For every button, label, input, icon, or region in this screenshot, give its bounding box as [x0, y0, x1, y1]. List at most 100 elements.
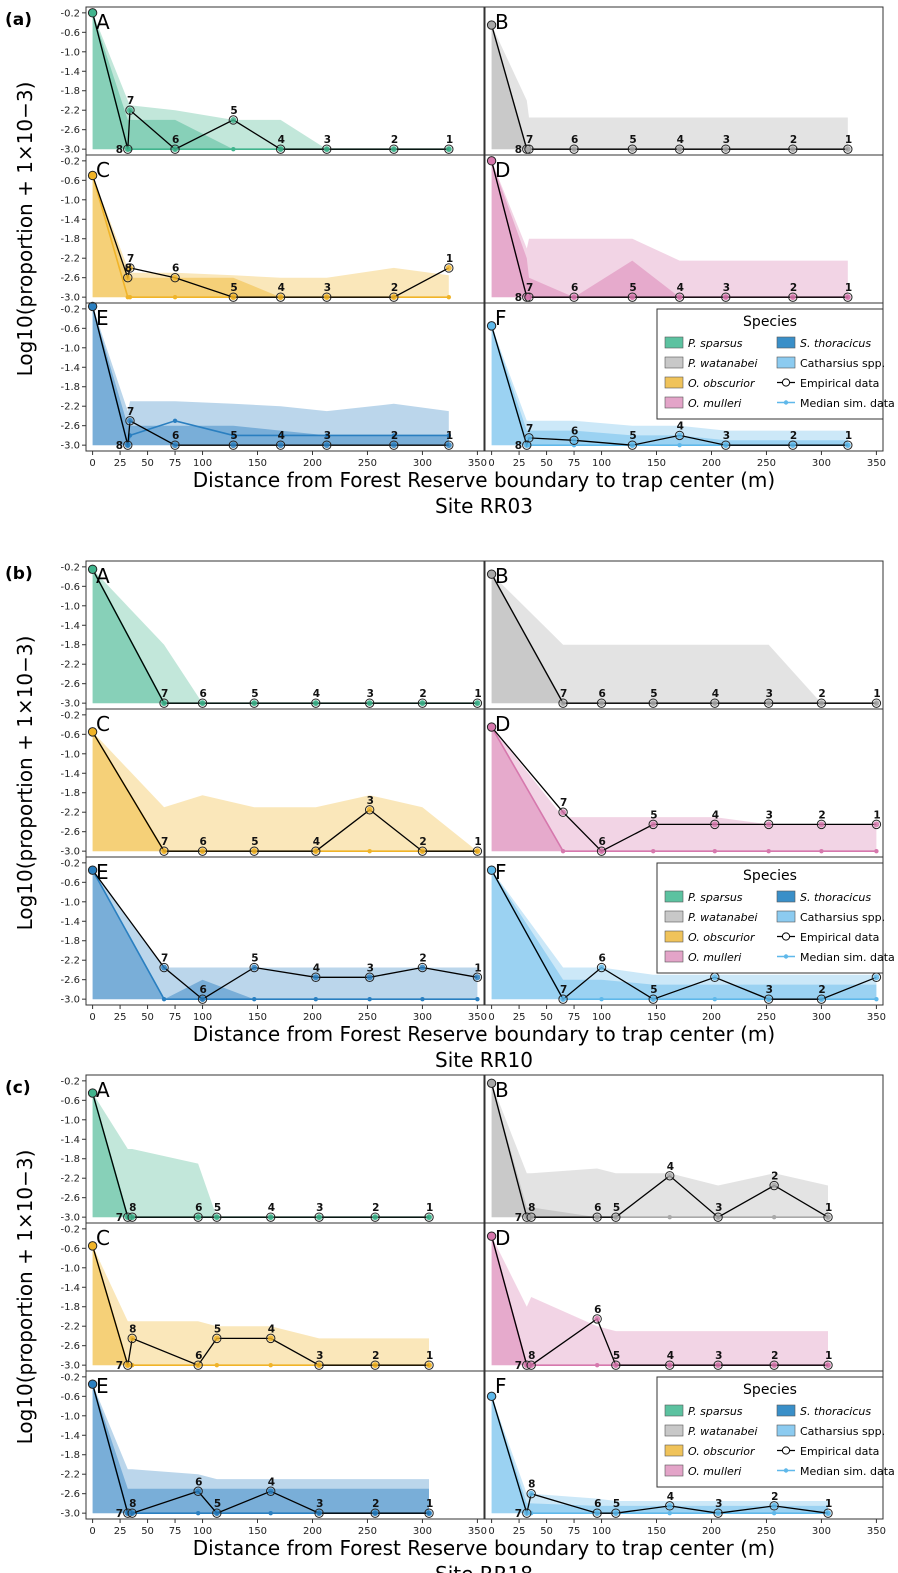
- trap-label: 6: [599, 953, 606, 965]
- y-tick-label: -1.8: [60, 640, 80, 651]
- trap-label: 1: [845, 430, 852, 442]
- empirical-point: [444, 144, 454, 154]
- empirical-point-fill: [560, 996, 567, 1003]
- empirical-point: [228, 440, 239, 450]
- sim-range-outer-band: [491, 727, 877, 852]
- empirical-point-fill: [560, 809, 567, 816]
- empirical-point: [322, 292, 332, 302]
- legend-label: O. obscurior: [688, 931, 756, 944]
- empirical-point: [212, 1333, 222, 1344]
- trap-label: 1: [825, 1202, 832, 1214]
- trap-label: 6: [599, 836, 606, 848]
- empirical-point-fill: [629, 442, 636, 449]
- x-tick-label: 0: [488, 1526, 494, 1537]
- empirical-point-fill: [172, 442, 179, 449]
- legend-marker: [783, 1468, 789, 1473]
- empirical-point: [674, 430, 685, 441]
- trap-label: 3: [723, 430, 730, 442]
- subplot-letter: F: [495, 860, 507, 884]
- trap-label: 7: [161, 836, 168, 848]
- subplot-letter: F: [495, 306, 507, 330]
- trap-label: 3: [766, 688, 773, 700]
- median-sim-point: [475, 996, 480, 1002]
- y-tick-label: -1.4: [60, 1431, 80, 1442]
- legend-marker: [783, 954, 789, 959]
- empirical-point-fill: [825, 1510, 832, 1517]
- median-sim-point: [874, 996, 879, 1002]
- trap-label: 6: [200, 836, 207, 848]
- empirical-point-fill: [199, 700, 206, 707]
- empirical-point-fill: [488, 724, 495, 731]
- empirical-point: [522, 440, 532, 450]
- legend-label: P. sparsus: [688, 337, 743, 350]
- trap-label: 6: [599, 688, 606, 700]
- empirical-point: [569, 435, 579, 445]
- empirical-point: [592, 1508, 602, 1518]
- trap-label: 3: [766, 809, 773, 821]
- y-tick-label: -0.2: [60, 304, 80, 315]
- trap-label: 2: [790, 282, 797, 294]
- empirical-point: [127, 1508, 137, 1518]
- trap-label: 5: [629, 134, 636, 146]
- median-sim-point: [172, 418, 178, 424]
- empirical-point-fill: [251, 964, 258, 971]
- empirical-point-fill: [844, 146, 851, 153]
- trap-label: 1: [825, 1350, 832, 1362]
- empirical-point: [843, 144, 853, 154]
- empirical-point-fill: [89, 172, 96, 179]
- x-tick-label: 75: [169, 1012, 182, 1023]
- sim-range-inner-band: [491, 1083, 828, 1218]
- empirical-point: [665, 1501, 675, 1511]
- median-sim-point: [771, 1214, 777, 1220]
- empirical-point: [648, 698, 658, 708]
- empirical-point-fill: [230, 442, 237, 449]
- subplot-letter: A: [96, 10, 110, 34]
- empirical-point-fill: [571, 146, 578, 153]
- subplot-B: 78 6 5 4 3 2 1 B: [484, 1074, 884, 1224]
- y-axis-label: Log10(proportion + 1×10−3): [13, 636, 37, 931]
- sim-range-inner-band: [491, 574, 877, 704]
- empirical-point: [871, 819, 882, 830]
- x-tick-label: 0: [488, 1012, 494, 1023]
- empirical-point: [843, 292, 853, 302]
- legend-title: Species: [743, 1382, 797, 1398]
- trap-label: 5: [629, 430, 636, 442]
- trap-label: 6: [195, 1350, 202, 1362]
- empirical-point-fill: [771, 1362, 778, 1369]
- subplot-letter: D: [495, 158, 510, 182]
- empirical-point: [125, 105, 135, 115]
- trap-label: 2: [391, 282, 398, 294]
- empirical-point-fill: [419, 964, 426, 971]
- panel-label: (c): [5, 1078, 31, 1098]
- trap-label: 3: [324, 282, 331, 294]
- x-tick-label: 100: [592, 1012, 611, 1023]
- empirical-point-fill: [277, 146, 284, 153]
- empirical-point-fill: [195, 1488, 202, 1495]
- empirical-point-fill: [419, 700, 426, 707]
- subplot-area: [86, 155, 484, 303]
- legend-label: Catharsius spp.: [800, 1425, 885, 1438]
- empirical-point-fill: [488, 157, 495, 164]
- trap-label: 6: [571, 425, 578, 437]
- trap-label: 7: [127, 253, 134, 265]
- legend-label: P. watanabei: [688, 911, 757, 924]
- empirical-point-fill: [316, 1214, 323, 1221]
- median-sim-point: [667, 1214, 672, 1220]
- empirical-point: [769, 1360, 779, 1370]
- empirical-point: [212, 1212, 222, 1222]
- x-tick-label: 100: [592, 458, 611, 469]
- trap-label: 4: [712, 809, 719, 821]
- x-tick-label: 250: [757, 1012, 776, 1023]
- subplot-B: 87 6 5 4 3 2 1 B: [484, 6, 884, 156]
- x-tick-label: 150: [248, 1526, 267, 1537]
- y-tick-label: -3.0: [60, 1509, 80, 1520]
- empirical-point-fill: [488, 22, 495, 29]
- median-sim-point: [712, 996, 717, 1002]
- legend-title: Species: [743, 314, 797, 330]
- x-tick-label: 250: [358, 458, 377, 469]
- empirical-point: [713, 1360, 723, 1370]
- empirical-point-fill: [711, 974, 718, 981]
- legend-swatch: [776, 1424, 796, 1437]
- trap-label: 1: [446, 430, 453, 442]
- empirical-line: [491, 869, 877, 1001]
